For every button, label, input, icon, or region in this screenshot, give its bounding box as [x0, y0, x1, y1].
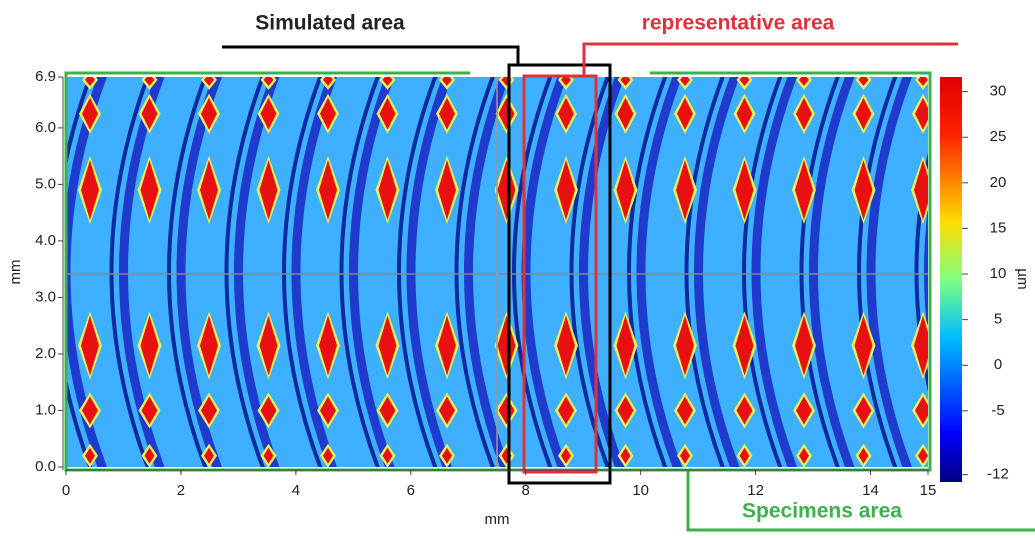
colorbar-label: µm — [1014, 268, 1031, 289]
x-tick-label: 4 — [292, 482, 300, 499]
colorbar-tick-label: 0 — [994, 356, 1002, 373]
x-tick-label: 14 — [862, 482, 879, 499]
colorbar-tick-label: 30 — [990, 83, 1007, 100]
y-tick-label: 2.0 — [35, 345, 56, 362]
colorbar-tick-label: 5 — [994, 311, 1002, 328]
x-tick-label: 6 — [407, 482, 415, 499]
colorbar-tick-label: 25 — [990, 128, 1007, 145]
x-tick-label: 8 — [522, 482, 530, 499]
annotation: Specimens area — [742, 500, 902, 523]
x-tick-label: 12 — [747, 482, 764, 499]
y-tick-label: 5.0 — [35, 175, 56, 192]
y-tick-label: 0.0 — [35, 458, 56, 475]
y-tick-label: 1.0 — [35, 401, 56, 418]
y-tick-label: 6.0 — [35, 119, 56, 136]
x-tick-label: 0 — [62, 482, 70, 499]
annotation: representative area — [642, 12, 835, 35]
simulated-leader — [222, 47, 518, 65]
y-axis-label: mm — [7, 260, 24, 285]
y-tick-label: 3.0 — [35, 288, 56, 305]
y-tick-label: 4.0 — [35, 232, 56, 249]
texture-arc — [1032, 67, 1035, 477]
colorbar-tick-label: -5 — [991, 402, 1004, 419]
x-tick-label: 15 — [920, 482, 937, 499]
x-tick-label: 10 — [632, 482, 649, 499]
annotation: Simulated area — [255, 12, 405, 35]
x-axis-label: mm — [485, 511, 510, 528]
colorbar-tick-label: -12 — [987, 466, 1009, 483]
colorbar-tick-label: 20 — [990, 174, 1007, 191]
colorbar-tick-label: 15 — [990, 219, 1007, 236]
colorbar-tick-label: 10 — [990, 265, 1007, 282]
x-tick-label: 2 — [177, 482, 185, 499]
y-tick-label: 6.9 — [35, 68, 56, 85]
colorbar — [940, 77, 962, 482]
surface-map — [0, 67, 1035, 477]
